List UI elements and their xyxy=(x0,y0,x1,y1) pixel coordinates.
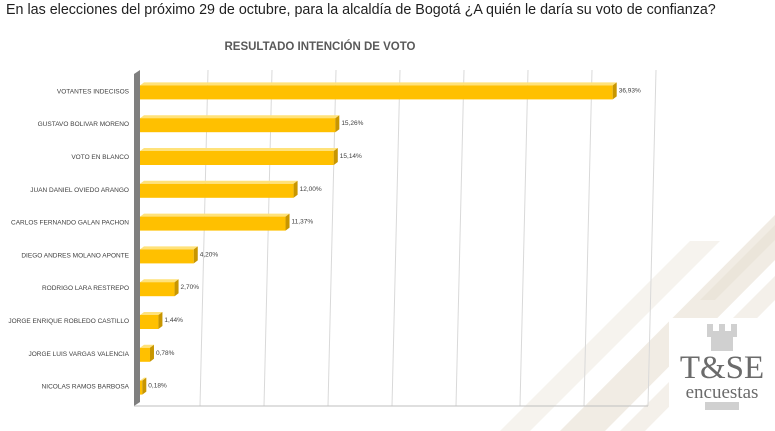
bar-end xyxy=(335,115,340,133)
bar xyxy=(140,282,175,297)
bar-top xyxy=(140,180,298,184)
bar-top xyxy=(140,148,338,151)
bar-top xyxy=(140,377,147,381)
data-label: 12,00% xyxy=(300,186,322,193)
data-label: 15,26% xyxy=(341,120,363,127)
bar-end xyxy=(158,312,163,329)
category-label: GUSTAVO BOLIVAR MORENO xyxy=(38,121,129,128)
bar-top xyxy=(140,115,340,119)
data-label: 2,70% xyxy=(181,284,200,291)
data-label: 1,44% xyxy=(164,317,183,324)
question-text: En las elecciones del próximo 29 de octu… xyxy=(6,2,716,18)
gridline xyxy=(583,69,593,407)
data-label: 4,20% xyxy=(200,251,219,258)
bar-end xyxy=(285,213,290,231)
data-label: 11,37% xyxy=(292,219,314,226)
bar-end xyxy=(174,279,179,297)
bar xyxy=(140,380,143,395)
category-label: DIEGO ANDRES MOLANO APONTE xyxy=(21,252,129,259)
bar xyxy=(140,183,294,198)
bar xyxy=(140,315,159,329)
bar xyxy=(140,347,150,362)
data-label: 36,93% xyxy=(619,87,641,94)
bar-top xyxy=(140,246,198,250)
category-label: CARLOS FERNANDO GALAN PACHON xyxy=(11,220,129,227)
bar xyxy=(140,85,613,100)
bar-top xyxy=(140,312,163,315)
category-label: JORGE LUIS VARGAS VALENCIA xyxy=(28,351,129,358)
gridline xyxy=(647,69,657,407)
brand-logo: T&SE encuestas xyxy=(669,318,775,431)
bar xyxy=(140,118,336,133)
axis-wall xyxy=(134,70,140,406)
brand-name: T&SE xyxy=(679,350,765,386)
gridline xyxy=(455,69,465,407)
bar xyxy=(140,151,334,165)
bar-top xyxy=(140,344,154,348)
gridline xyxy=(519,69,529,407)
brand-subtitle: encuestas xyxy=(685,382,759,403)
category-label: JUAN DANIEL OVIEDO ARANGO xyxy=(30,187,129,194)
bar-end xyxy=(293,180,298,198)
bar-end xyxy=(142,377,147,395)
category-label: VOTANTES INDECISOS xyxy=(57,88,130,95)
bar-end xyxy=(612,82,617,100)
bar-top xyxy=(140,279,179,283)
bar-end xyxy=(149,344,154,362)
data-label: 0,18% xyxy=(148,383,167,390)
rook-icon xyxy=(705,324,739,410)
bar xyxy=(140,249,194,264)
category-label: JORGE ENRIQUE ROBLEDO CASTILLO xyxy=(8,318,129,325)
bar-end xyxy=(333,148,338,165)
chart-title: RESULTADO INTENCIÓN DE VOTO xyxy=(224,41,416,53)
gridline xyxy=(391,69,401,407)
data-label: 15,14% xyxy=(340,153,362,160)
data-label: 0,78% xyxy=(156,350,175,357)
category-label: NICOLAS RAMOS BARBOSA xyxy=(42,384,130,391)
category-label: VOTO EN BLANCO xyxy=(71,154,129,161)
bar xyxy=(140,216,286,231)
bar-top xyxy=(140,82,617,86)
bar-top xyxy=(140,213,290,217)
category-label: RODRIGO LARA RESTREPO xyxy=(42,285,129,292)
bar-end xyxy=(193,246,198,264)
